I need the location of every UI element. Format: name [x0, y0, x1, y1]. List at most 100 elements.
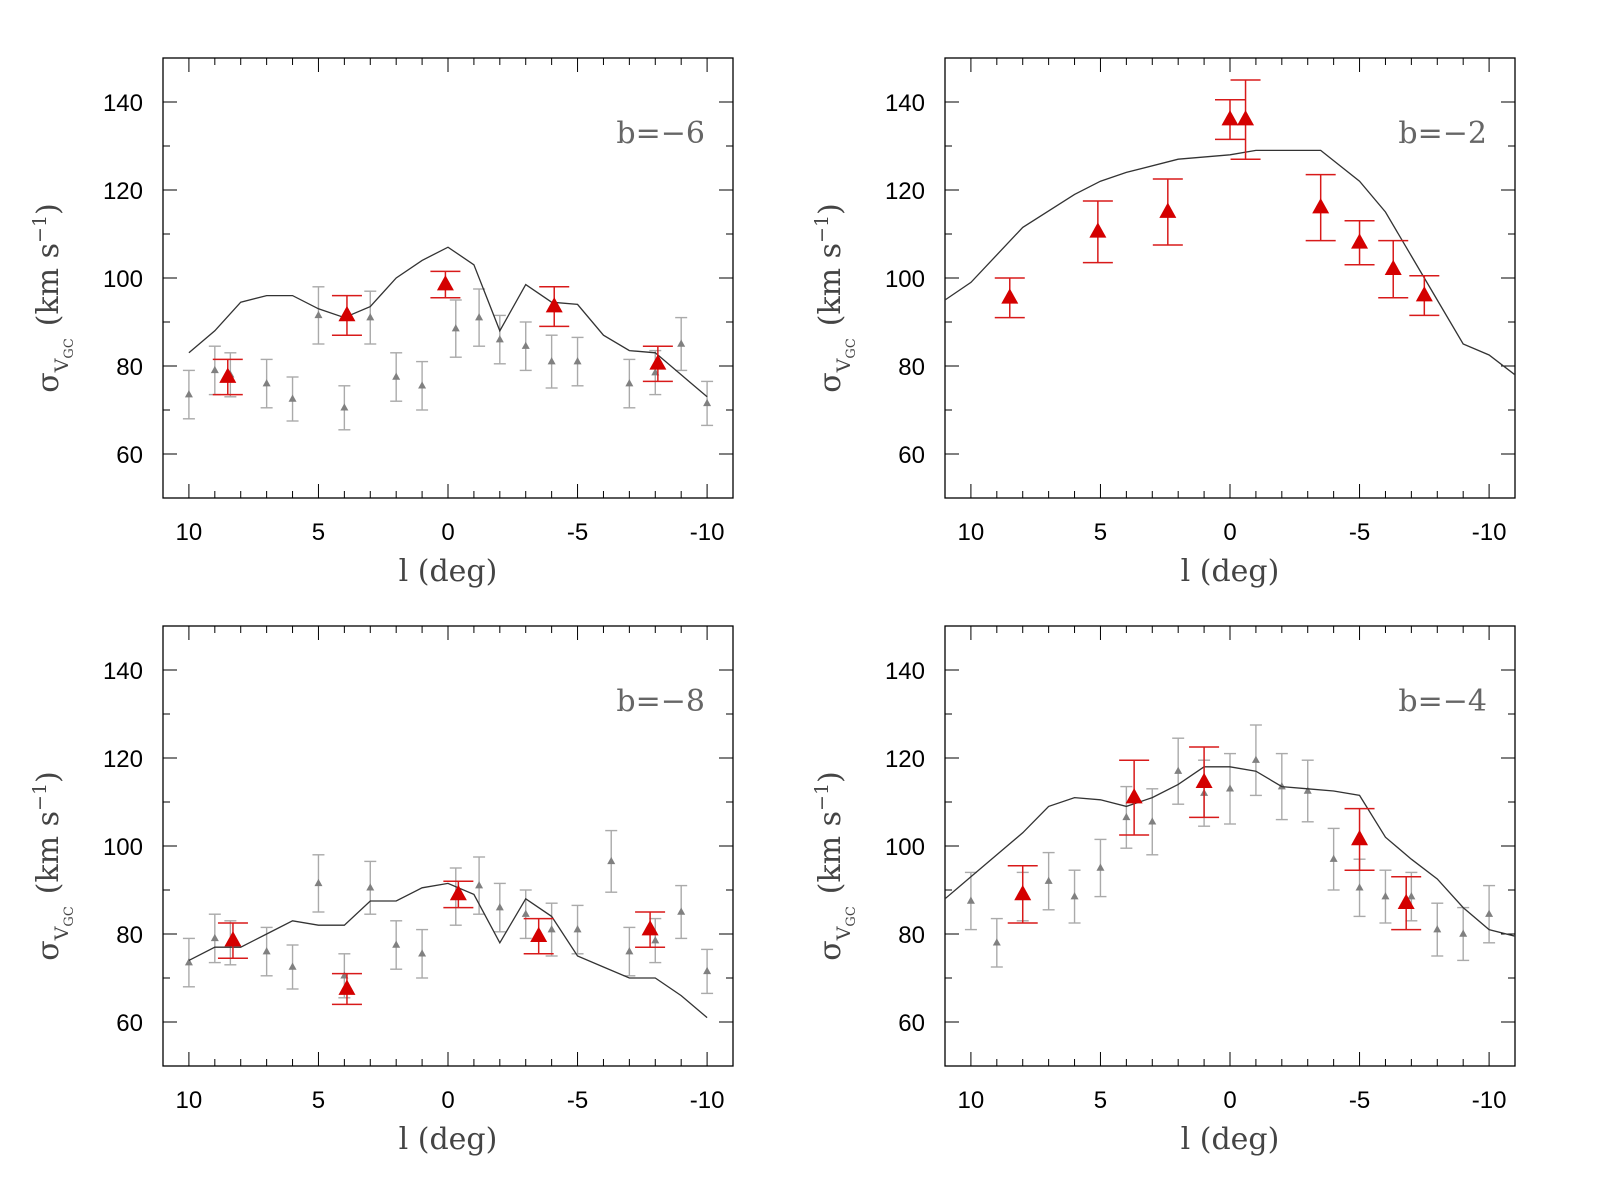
- gray-data-point: [1459, 929, 1468, 937]
- panel-label: b=−2: [1398, 116, 1487, 151]
- y-tick-label: 80: [898, 354, 925, 381]
- y-axis-label: σVGC (km s−1): [811, 771, 859, 961]
- red-data-point: [649, 354, 667, 370]
- x-tick-label: 10: [958, 1087, 985, 1114]
- y-label-subsub: GC: [62, 906, 77, 926]
- x-tick-label: 0: [441, 519, 454, 546]
- red-data-point: [1397, 893, 1415, 910]
- y-label-sub: V: [833, 926, 855, 941]
- red-data-point: [224, 931, 242, 947]
- y-label-symbol: σ: [813, 940, 848, 960]
- red-data-point: [1351, 829, 1369, 846]
- gray-data-point: [392, 940, 401, 948]
- gray-data-point: [366, 313, 375, 321]
- red-data-point: [1014, 884, 1032, 901]
- gray-data-point: [475, 313, 484, 321]
- y-label-subsub: GC: [844, 906, 859, 926]
- y-tick-label: 120: [885, 178, 925, 205]
- y-tick-label: 120: [103, 746, 143, 773]
- gray-data-point: [210, 365, 219, 374]
- y-tick-label: 140: [103, 90, 143, 117]
- red-data-point: [1125, 788, 1143, 804]
- gray-data-point: [340, 403, 349, 411]
- gray-data-point: [314, 310, 323, 319]
- gray-data-point: [288, 394, 297, 402]
- x-tick-label: -10: [1472, 1087, 1507, 1114]
- y-tick-label: 60: [116, 1010, 143, 1037]
- y-tick-label: 100: [103, 834, 143, 861]
- gray-data-point: [703, 966, 712, 975]
- y-label-units: (km s: [31, 811, 66, 894]
- y-tick-label: 140: [885, 658, 925, 685]
- y-label-subsub: GC: [844, 338, 859, 358]
- x-tick-label: -5: [567, 1087, 588, 1114]
- y-tick-label: 120: [885, 746, 925, 773]
- x-tick-label: 0: [441, 1087, 454, 1114]
- y-axis-label: σVGC (km s−1): [29, 203, 77, 393]
- gray-data-point: [1122, 812, 1131, 821]
- gray-data-point: [1277, 782, 1286, 790]
- y-label-symbol: σ: [31, 940, 66, 960]
- x-tick-label: 5: [1094, 1087, 1107, 1114]
- x-axis-label: l (deg): [1181, 554, 1280, 589]
- panel-label: b=−8: [616, 684, 705, 719]
- red-data-point: [1351, 233, 1369, 249]
- gray-data-point: [521, 909, 530, 917]
- gray-data-point: [1303, 786, 1312, 794]
- gray-data-point: [677, 339, 686, 347]
- red-data-point: [449, 884, 467, 901]
- y-label-close: ): [31, 771, 66, 783]
- red-data-point: [1312, 198, 1330, 214]
- gray-data-point: [703, 398, 712, 407]
- y-label-exponent: −1: [811, 215, 833, 243]
- gray-data-point: [262, 379, 271, 387]
- gray-data-point: [573, 925, 582, 933]
- gray-data-point: [495, 335, 504, 343]
- x-axis-label: l (deg): [399, 1122, 498, 1157]
- y-axis-label: σVGC (km s−1): [29, 771, 77, 961]
- y-label-units: (km s: [813, 243, 848, 326]
- red-data-point: [219, 367, 237, 383]
- y-tick-label: 60: [898, 442, 925, 469]
- red-data-point: [1237, 110, 1255, 126]
- y-tick-label: 100: [103, 266, 143, 293]
- gray-data-point: [451, 324, 460, 332]
- panel-2: 10 5 0 -5 -10 60 80 100 120 140 l (deg) σVGC (km s−1…: [811, 57, 1516, 589]
- y-label-close: ): [813, 771, 848, 783]
- gray-data-point: [1226, 784, 1234, 792]
- gray-data-point: [677, 907, 686, 915]
- gray-data-point: [651, 936, 660, 944]
- x-tick-label: -5: [1349, 519, 1370, 546]
- gray-data-point: [521, 341, 530, 349]
- gray-data-point: [392, 372, 401, 380]
- x-tick-label: -10: [690, 519, 725, 546]
- y-tick-label: 100: [885, 266, 925, 293]
- x-axis-label: l (deg): [399, 554, 498, 589]
- gray-data-point: [1251, 755, 1260, 763]
- red-data-point: [338, 305, 356, 322]
- x-tick-label: 5: [1094, 519, 1107, 546]
- y-tick-label: 120: [103, 178, 143, 205]
- red-data-point: [1384, 259, 1402, 276]
- model-line: [188, 246, 708, 398]
- red-data-point: [1001, 288, 1019, 304]
- plot-area: [945, 724, 1515, 968]
- y-label-symbol: σ: [31, 372, 66, 392]
- gray-data-point: [1381, 892, 1390, 900]
- plot-area: [182, 246, 714, 431]
- x-tick-label: -10: [1472, 519, 1507, 546]
- panel-3: 10 5 0 -5 -10 60 80 100 120 140 l (deg) σVGC (km s−1…: [29, 625, 734, 1157]
- model-line: [188, 882, 708, 1019]
- gray-data-point: [966, 896, 975, 904]
- x-tick-label: 5: [312, 519, 325, 546]
- x-tick-label: -10: [690, 1087, 725, 1114]
- x-tick-label: 0: [1223, 519, 1236, 546]
- gray-data-point: [1407, 892, 1416, 900]
- gray-data-point: [314, 878, 323, 887]
- x-axis-label: l (deg): [1181, 1122, 1280, 1157]
- y-label-subsub: GC: [62, 338, 77, 358]
- x-tick-label: 5: [312, 1087, 325, 1114]
- gray-data-point: [625, 379, 634, 387]
- gray-data-point: [625, 947, 634, 955]
